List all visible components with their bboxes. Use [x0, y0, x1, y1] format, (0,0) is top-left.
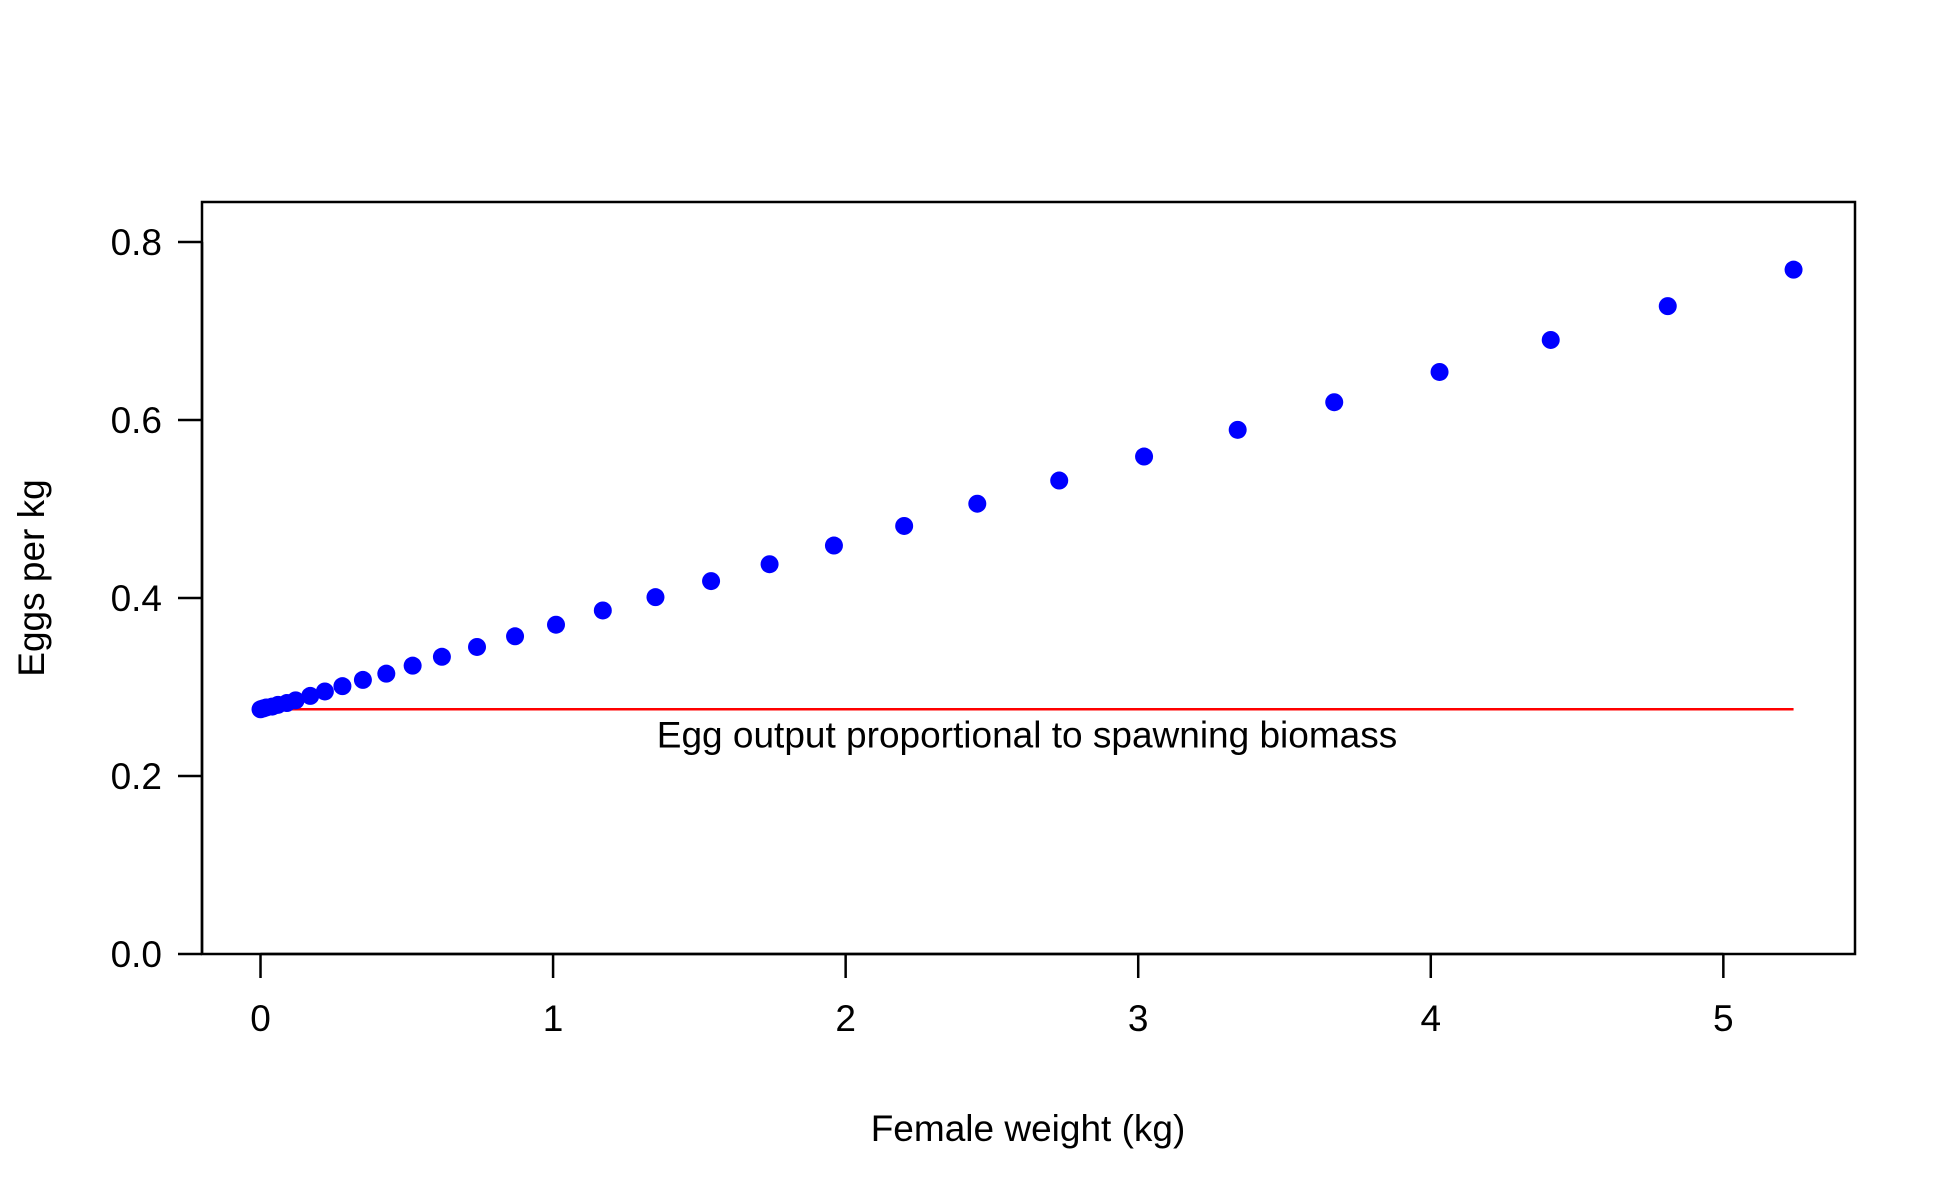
y-tick-label: 0.8	[111, 222, 162, 263]
y-axis-title: Eggs per kg	[11, 479, 52, 676]
annotation-layer: Egg output proportional to spawning biom…	[657, 715, 1397, 756]
data-point	[353, 670, 372, 689]
plot-frame	[200, 200, 1857, 956]
x-tick-label: 1	[543, 998, 564, 1039]
x-tick-label: 2	[835, 998, 856, 1039]
data-point	[1228, 420, 1247, 439]
data-point	[333, 677, 352, 696]
data-point	[315, 682, 334, 701]
data-point	[760, 555, 779, 574]
points-layer	[251, 260, 1803, 719]
y-axis: 0.0 0.2 0.4 0.6 0.8	[111, 222, 204, 975]
data-point	[968, 494, 987, 513]
y-tick-label: 0.6	[111, 400, 162, 441]
x-tick-label: 4	[1420, 998, 1441, 1039]
data-point	[468, 637, 487, 656]
data-point	[377, 664, 396, 683]
data-point	[1135, 447, 1154, 466]
x-axis: 0 1 2 3 4 5	[250, 952, 1734, 1039]
data-point	[286, 691, 305, 710]
x-axis-title: Female weight (kg)	[871, 1108, 1186, 1149]
data-point	[1541, 330, 1560, 349]
data-point	[824, 536, 843, 555]
data-point	[547, 615, 566, 634]
data-point	[506, 627, 525, 646]
data-point	[1430, 362, 1449, 381]
data-point	[432, 647, 451, 666]
data-point	[593, 601, 612, 620]
data-point	[403, 656, 422, 675]
data-point	[702, 572, 721, 591]
x-tick-label: 3	[1128, 998, 1149, 1039]
y-tick-label: 0.0	[111, 934, 162, 975]
data-point	[1658, 297, 1677, 316]
data-point	[1050, 471, 1069, 490]
data-point	[1325, 393, 1344, 412]
annotation-text: Egg output proportional to spawning biom…	[657, 715, 1397, 756]
y-tick-label: 0.4	[111, 578, 162, 619]
x-tick-label: 0	[250, 998, 271, 1039]
y-tick-label: 0.2	[111, 756, 162, 797]
x-tick-label: 5	[1713, 998, 1734, 1039]
data-point	[1784, 260, 1803, 279]
data-point	[301, 686, 320, 705]
data-point	[895, 516, 914, 535]
data-point	[646, 588, 665, 607]
